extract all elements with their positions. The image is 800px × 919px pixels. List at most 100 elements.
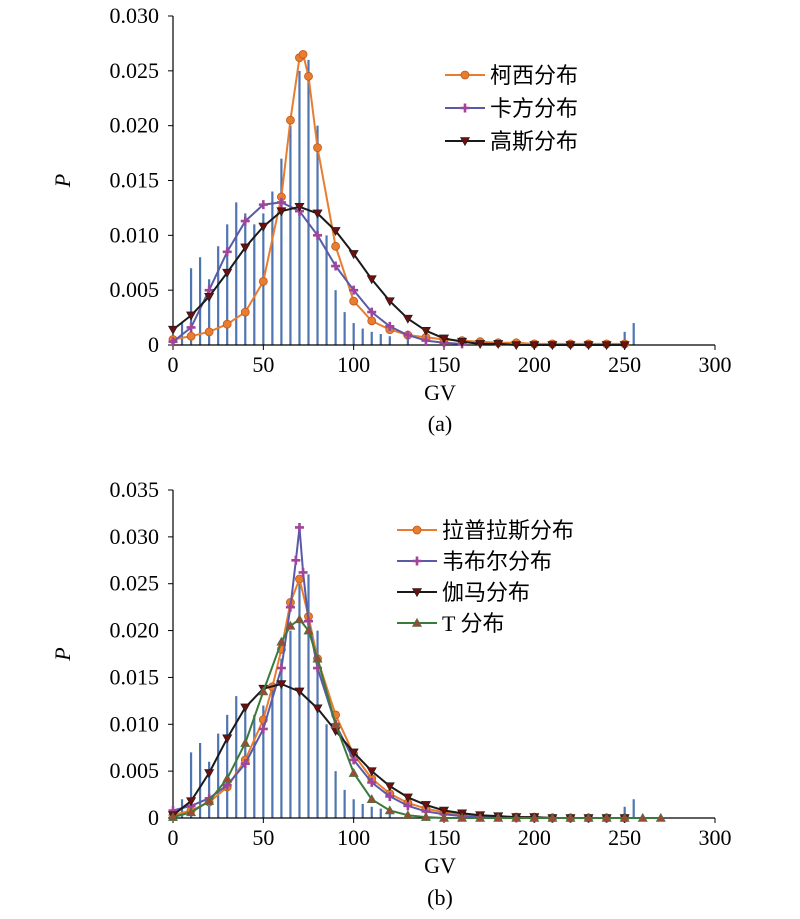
data-point [420,326,431,336]
series-1 [168,522,630,823]
data-point [457,337,468,347]
x-tick-label: 150 [428,352,461,377]
data-point [258,686,269,696]
data-point [348,748,359,758]
data-point [258,276,268,286]
legend-marker [411,617,423,627]
data-point [349,285,359,295]
y-tick-label: 0.025 [110,571,160,596]
y-tick-label: 0.010 [110,711,160,736]
data-point [457,812,468,822]
data-point [313,143,322,153]
x-tick-label: 50 [252,352,274,377]
data-point [421,336,431,346]
data-point [313,230,323,240]
data-point [529,341,540,351]
series-2 [167,203,630,351]
data-point [276,197,286,207]
data-point [637,812,648,822]
data-point [186,311,197,321]
data-point [330,227,341,237]
legend-label: 高斯分布 [490,129,578,154]
data-point [655,812,666,822]
data-point [204,327,214,337]
data-point [240,703,251,713]
data-point [385,791,395,801]
data-point [511,812,522,822]
legend-marker [412,556,422,566]
x-tick-label: 300 [699,352,732,377]
data-point [222,247,232,257]
data-point [493,340,504,350]
x-tick-label: 300 [699,825,732,850]
data-point [402,314,413,324]
data-point [438,334,450,344]
data-point [438,812,450,822]
data-point [222,773,233,783]
data-point [349,296,359,306]
data-point [547,812,558,822]
legend-marker [460,70,470,80]
data-point [186,807,197,817]
y-tick-label: 0.015 [110,664,160,689]
data-point [303,625,314,635]
data-point [367,307,377,317]
data-point [186,322,196,332]
data-point [204,292,215,302]
y-tick-label: 0.015 [110,168,160,193]
data-point [348,250,359,260]
data-point [240,307,250,317]
legend-marker [411,588,423,598]
data-point [167,811,179,821]
data-point [222,734,233,744]
data-point [276,680,287,690]
data-point [385,321,395,331]
data-point [304,71,313,81]
y-tick-label: 0.020 [110,113,160,138]
data-point [312,209,323,219]
data-point [475,340,486,350]
data-point [330,719,341,729]
data-point [511,341,522,351]
data-point [258,724,268,734]
series-line [172,618,661,819]
data-point [167,325,179,335]
data-point [298,567,308,577]
data-point [601,812,612,822]
series-0 [168,574,630,823]
x-tick-label: 200 [518,825,551,850]
data-point [304,616,313,626]
data-point [420,801,431,810]
data-point [240,243,251,253]
data-point [403,330,413,340]
panel-label: (a) [428,411,452,436]
data-point [204,796,215,805]
legend-label: 柯西分布 [490,63,578,88]
data-point [384,805,395,815]
x-tick-label: 100 [337,352,370,377]
legend-marker [460,103,470,113]
series-3 [167,614,666,822]
data-point [276,636,287,646]
y-tick-label: 0.030 [110,524,160,549]
legend-marker [459,137,471,147]
data-point [291,555,301,565]
data-point [276,207,287,217]
y-tick-label: 0.025 [110,58,160,83]
data-point [285,602,295,612]
data-point [186,331,196,341]
data-point [286,115,295,125]
data-point [420,811,431,821]
data-point [619,341,630,351]
chart-panel-b: 0 50 100 150 200 250 300 0 0.005 0.010 0.015 0.020 0… [50,477,732,910]
x-tick-label: 100 [337,825,370,850]
y-axis-label: P [50,174,75,188]
data-point [384,297,395,307]
data-point [294,522,304,532]
y-axis-label: P [50,647,75,661]
y-tick-label: 0.030 [110,3,160,28]
data-point [240,737,251,747]
